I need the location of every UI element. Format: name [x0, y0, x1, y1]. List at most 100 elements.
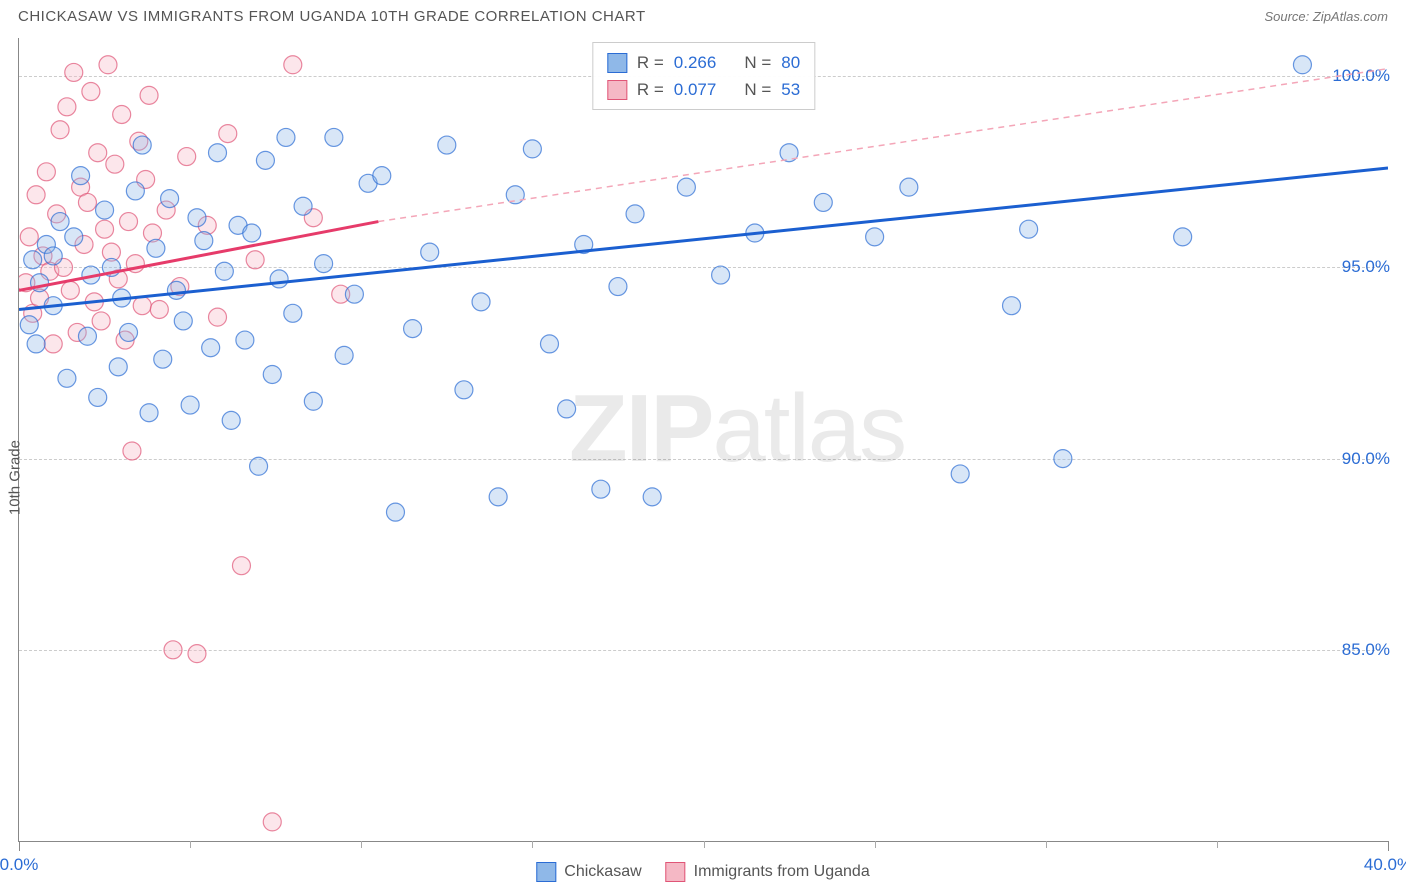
data-point [133, 297, 151, 315]
data-point [814, 193, 832, 211]
data-point [677, 178, 695, 196]
data-point [1003, 297, 1021, 315]
data-point [643, 488, 661, 506]
x-minor-tick [532, 841, 533, 848]
source-attribution: Source: ZipAtlas.com [1264, 9, 1388, 24]
legend-swatch-b [666, 862, 686, 882]
n-label-b: N = [744, 76, 771, 103]
data-point [1054, 450, 1072, 468]
data-point [523, 140, 541, 158]
n-value-a: 80 [781, 49, 800, 76]
data-point [99, 56, 117, 74]
data-point [147, 239, 165, 257]
data-point [263, 365, 281, 383]
data-point [277, 128, 295, 146]
data-point [20, 228, 38, 246]
data-point [246, 251, 264, 269]
data-point [44, 247, 62, 265]
data-point [386, 503, 404, 521]
data-point [404, 320, 422, 338]
data-point [558, 400, 576, 418]
data-point [161, 190, 179, 208]
data-point [438, 136, 456, 154]
data-point [209, 144, 227, 162]
data-point [44, 335, 62, 353]
n-value-b: 53 [781, 76, 800, 103]
data-point [304, 392, 322, 410]
data-point [1174, 228, 1192, 246]
data-point [133, 136, 151, 154]
r-value-b: 0.077 [674, 76, 717, 103]
x-tick-label: 0.0% [0, 855, 38, 875]
data-point [20, 316, 38, 334]
data-point [250, 457, 268, 475]
data-point [58, 369, 76, 387]
data-point [202, 339, 220, 357]
data-point [222, 411, 240, 429]
stats-legend: R = 0.266 N = 80 R = 0.077 N = 53 [592, 42, 815, 110]
data-point [51, 213, 69, 231]
legend-swatch-a [536, 862, 556, 882]
data-point [315, 255, 333, 273]
data-point [195, 232, 213, 250]
data-point [181, 396, 199, 414]
data-point [951, 465, 969, 483]
data-point [37, 163, 55, 181]
data-point [455, 381, 473, 399]
x-minor-tick [1046, 841, 1047, 848]
data-point [236, 331, 254, 349]
chart-title: CHICKASAW VS IMMIGRANTS FROM UGANDA 10TH… [18, 8, 646, 25]
legend-label-a: Chickasaw [564, 863, 641, 881]
data-point [256, 151, 274, 169]
data-point [188, 645, 206, 663]
data-point [140, 404, 158, 422]
data-point [120, 213, 138, 231]
data-point [78, 327, 96, 345]
data-point [51, 121, 69, 139]
data-point [164, 641, 182, 659]
x-tick [1388, 841, 1389, 851]
x-tick [19, 841, 20, 851]
r-label-b: R = [637, 76, 664, 103]
data-point [215, 262, 233, 280]
data-point [1293, 56, 1311, 74]
data-point [82, 83, 100, 101]
data-point [335, 346, 353, 364]
data-point [294, 197, 312, 215]
legend-label-b: Immigrants from Uganda [694, 863, 870, 881]
data-point [263, 813, 281, 831]
data-point [89, 388, 107, 406]
x-minor-tick [190, 841, 191, 848]
data-point [174, 312, 192, 330]
data-point [284, 56, 302, 74]
chart-area: 10th Grade 85.0%90.0%95.0%100.0% 0.0%40.… [18, 38, 1388, 842]
data-point [626, 205, 644, 223]
data-point [106, 155, 124, 173]
data-point [27, 186, 45, 204]
r-value-a: 0.266 [674, 49, 717, 76]
stats-row-a: R = 0.266 N = 80 [607, 49, 800, 76]
data-point [58, 98, 76, 116]
data-point [96, 220, 114, 238]
x-minor-tick [875, 841, 876, 848]
data-point [219, 125, 237, 143]
legend-item-a: Chickasaw [536, 862, 641, 882]
data-point [123, 442, 141, 460]
data-point [270, 270, 288, 288]
scatter-plot [19, 38, 1388, 841]
data-point [900, 178, 918, 196]
stats-row-b: R = 0.077 N = 53 [607, 76, 800, 103]
data-point [866, 228, 884, 246]
data-point [1020, 220, 1038, 238]
source-prefix: Source: [1264, 9, 1312, 24]
data-point [27, 335, 45, 353]
data-point [140, 86, 158, 104]
data-point [167, 281, 185, 299]
data-point [243, 224, 261, 242]
data-point [24, 251, 42, 269]
data-point [284, 304, 302, 322]
data-point [188, 209, 206, 227]
data-point [178, 148, 196, 166]
data-point [65, 228, 83, 246]
data-point [609, 278, 627, 296]
